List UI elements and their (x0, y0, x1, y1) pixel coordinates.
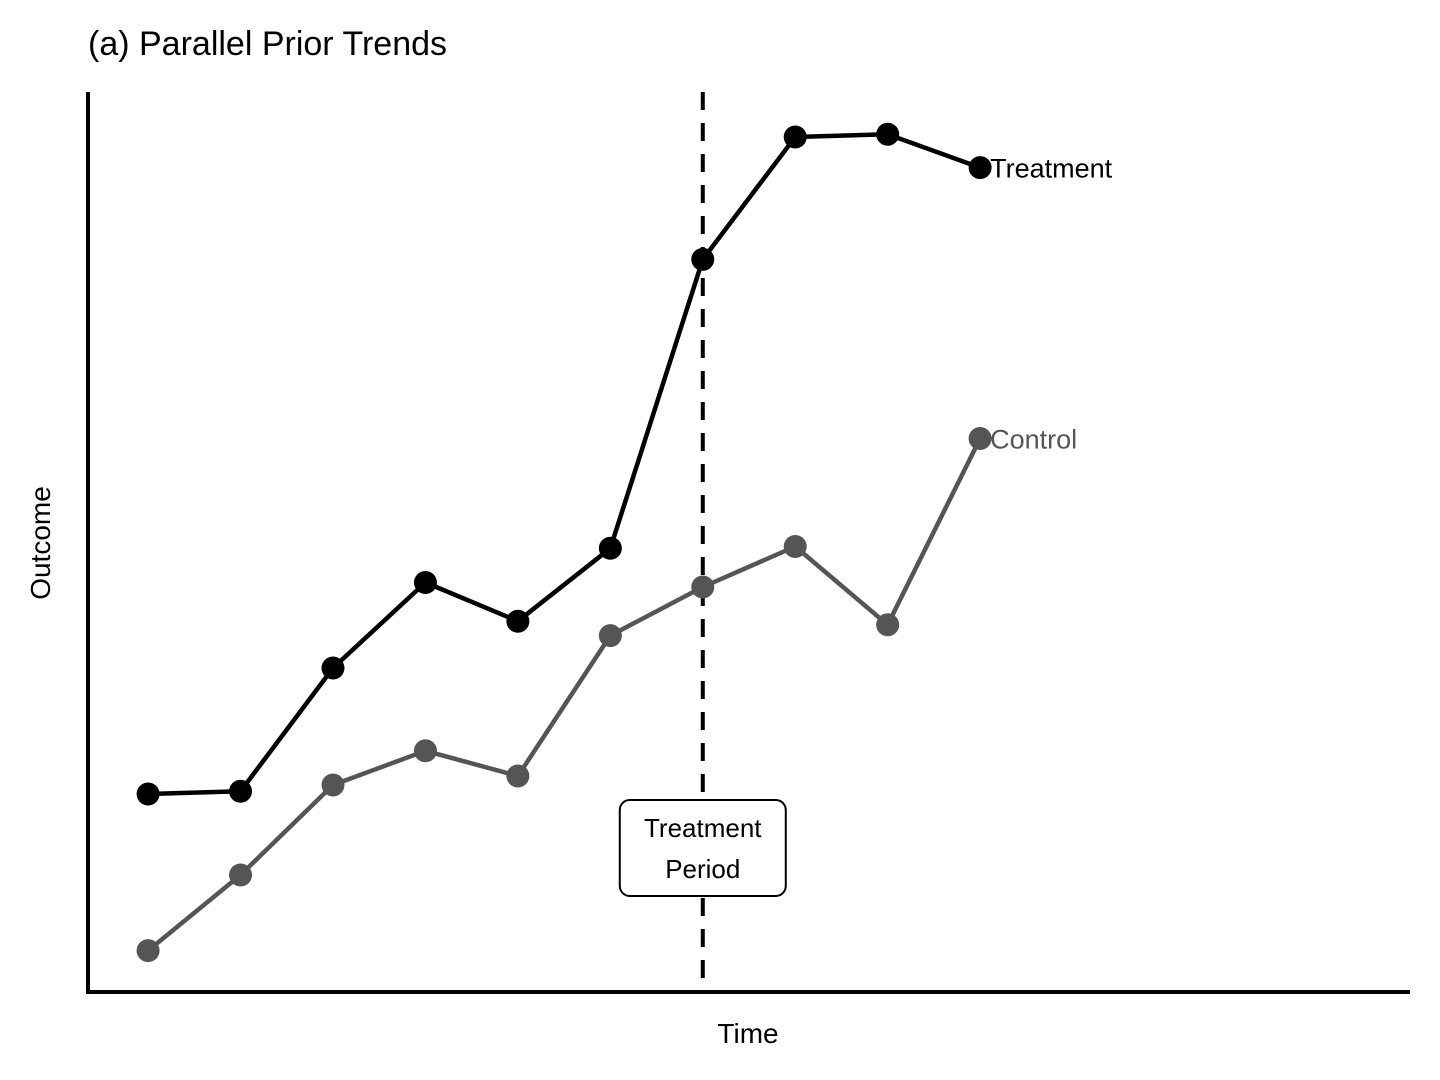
control-point (229, 863, 253, 887)
treatment-point (968, 156, 992, 180)
control-series: Control (136, 425, 1077, 963)
axes (86, 92, 1410, 994)
control-point (413, 739, 437, 763)
treatment-point (598, 536, 622, 560)
control-point (321, 773, 345, 797)
control-point (598, 624, 622, 648)
series-layer: Treatment Control (136, 122, 1113, 963)
chart-title: (a) Parallel Prior Trends (88, 25, 447, 63)
treatment-series: Treatment (136, 122, 1113, 806)
treatment-point (229, 779, 253, 803)
treatment-period-label-line: Period (665, 854, 740, 884)
treatment-point (136, 782, 160, 806)
control-point (783, 535, 807, 558)
treatment-series-label: Treatment (990, 154, 1113, 184)
control-line (146, 437, 983, 953)
control-point (136, 939, 160, 963)
treatment-line (148, 132, 981, 797)
control-point (968, 427, 992, 450)
x-axis-label: Time (717, 1018, 778, 1049)
treatment-period-box (618, 799, 787, 897)
y-axis-label: Outcome (25, 486, 56, 600)
treatment-point (691, 247, 715, 271)
control-series-label: Control (990, 425, 1077, 455)
control-point (691, 575, 715, 599)
treatment-point (413, 571, 437, 594)
treatment-period-annotation: Treatment Period (618, 92, 787, 992)
treatment-point (506, 609, 530, 633)
treatment-period-label-line: Treatment (644, 813, 762, 843)
treatment-point (321, 656, 345, 680)
control-point (876, 613, 900, 637)
treatment-point (876, 122, 900, 146)
treatment-point (783, 125, 807, 149)
control-point (506, 764, 530, 788)
